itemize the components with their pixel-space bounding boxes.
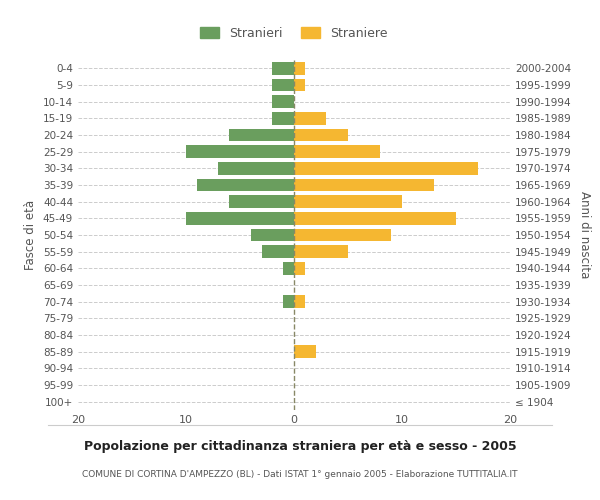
Bar: [272, 112, 294, 124]
Bar: [218, 162, 294, 174]
Bar: [283, 296, 294, 308]
Bar: [272, 79, 294, 92]
Bar: [186, 212, 294, 224]
Bar: [294, 112, 326, 124]
Y-axis label: Anni di nascita: Anni di nascita: [578, 192, 591, 278]
Bar: [294, 212, 456, 224]
Text: COMUNE DI CORTINA D'AMPEZZO (BL) - Dati ISTAT 1° gennaio 2005 - Elaborazione TUT: COMUNE DI CORTINA D'AMPEZZO (BL) - Dati …: [82, 470, 518, 479]
Bar: [294, 146, 380, 158]
Bar: [294, 162, 478, 174]
Bar: [272, 62, 294, 74]
Legend: Stranieri, Straniere: Stranieri, Straniere: [194, 21, 394, 46]
Bar: [294, 129, 348, 141]
Bar: [251, 229, 294, 241]
Text: Popolazione per cittadinanza straniera per età e sesso - 2005: Popolazione per cittadinanza straniera p…: [83, 440, 517, 453]
Bar: [294, 229, 391, 241]
Bar: [262, 246, 294, 258]
Bar: [294, 246, 348, 258]
Bar: [229, 196, 294, 208]
Bar: [272, 96, 294, 108]
Bar: [186, 146, 294, 158]
Y-axis label: Fasce di età: Fasce di età: [25, 200, 37, 270]
Bar: [197, 179, 294, 192]
Bar: [229, 129, 294, 141]
Bar: [294, 346, 316, 358]
Bar: [283, 262, 294, 274]
Bar: [294, 179, 434, 192]
Bar: [294, 196, 402, 208]
Bar: [294, 62, 305, 74]
Bar: [294, 79, 305, 92]
Bar: [294, 296, 305, 308]
Bar: [294, 262, 305, 274]
